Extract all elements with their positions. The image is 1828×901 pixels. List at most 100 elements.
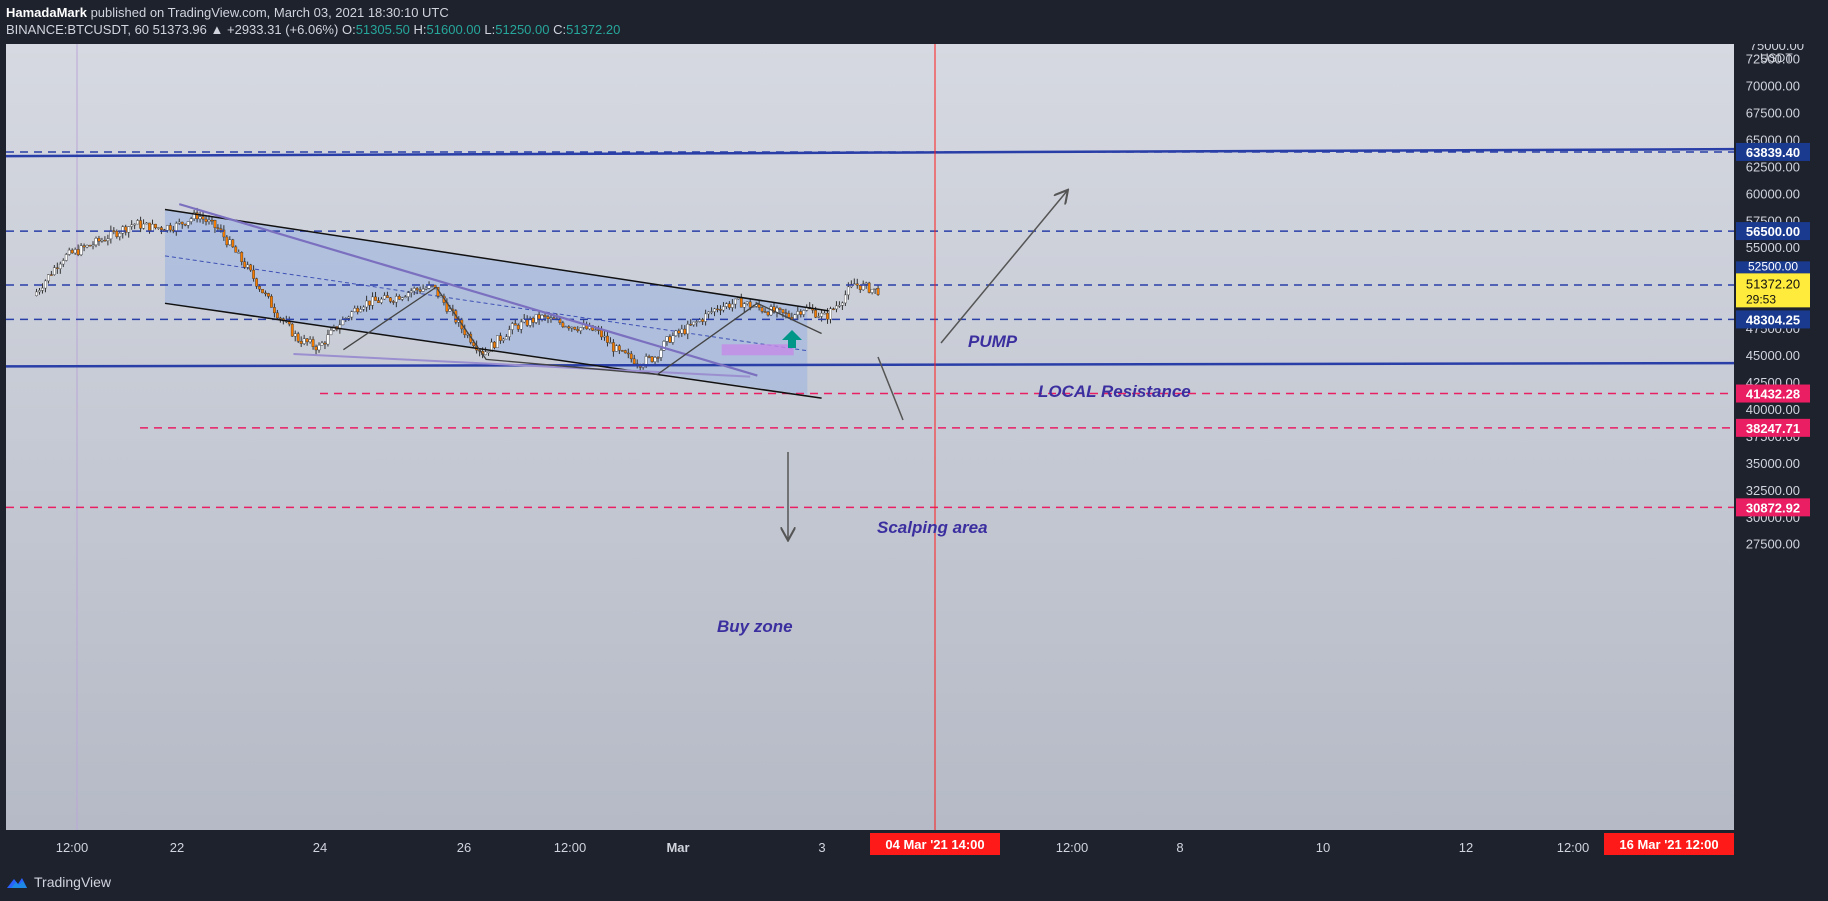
candle bbox=[766, 311, 770, 316]
candle bbox=[397, 296, 401, 300]
candle bbox=[683, 328, 687, 335]
candle bbox=[139, 220, 142, 229]
candle bbox=[561, 322, 565, 327]
support-line[interactable] bbox=[5, 361, 1735, 368]
publish-info: published on TradingView.com, March 03, … bbox=[90, 5, 449, 20]
current-price-tag[interactable] bbox=[1736, 273, 1810, 308]
candle bbox=[573, 326, 577, 330]
candle bbox=[614, 345, 618, 352]
candle bbox=[103, 239, 107, 242]
chart-annotation[interactable]: Scalping area bbox=[877, 518, 988, 537]
price-axis[interactable] bbox=[1734, 44, 1828, 830]
author-name[interactable]: HamadaMark bbox=[6, 5, 87, 20]
candle bbox=[293, 333, 297, 337]
candle bbox=[513, 323, 517, 326]
candle bbox=[490, 341, 493, 353]
price-tag[interactable] bbox=[1736, 498, 1810, 517]
candle bbox=[249, 264, 253, 271]
candle bbox=[692, 321, 696, 326]
candle bbox=[183, 223, 187, 226]
x-tick-label: 10 bbox=[1316, 840, 1330, 855]
y-tick-label: 45000.00 bbox=[1746, 348, 1800, 363]
current-price-label: 51372.20 bbox=[1746, 276, 1800, 291]
y-tick-label: 60000.00 bbox=[1746, 186, 1800, 201]
candle bbox=[273, 307, 276, 314]
candle bbox=[748, 301, 752, 308]
pump-arrow[interactable] bbox=[940, 191, 1067, 344]
tradingview-brand[interactable]: TradingView bbox=[34, 874, 112, 890]
y-tick-label: 35000.00 bbox=[1746, 456, 1800, 471]
price-tag[interactable] bbox=[1736, 222, 1810, 241]
channel-bottom-line[interactable] bbox=[164, 302, 822, 399]
candle bbox=[781, 309, 785, 313]
candle bbox=[835, 305, 838, 310]
chart-annotation[interactable]: PUMP bbox=[968, 332, 1018, 351]
candle bbox=[180, 221, 184, 225]
candle bbox=[772, 306, 776, 313]
candle bbox=[864, 282, 868, 285]
time-tag[interactable] bbox=[1604, 833, 1734, 855]
price-tag[interactable] bbox=[1736, 310, 1810, 329]
candle bbox=[448, 308, 452, 312]
price-chart[interactable]: PUMP LOCAL Resistance Scalping area Buy zon… bbox=[0, 44, 1828, 864]
candle bbox=[421, 288, 425, 292]
candle bbox=[311, 339, 315, 347]
candle bbox=[817, 316, 821, 318]
candle bbox=[61, 260, 65, 265]
footer-bar: TradingView bbox=[0, 864, 1828, 901]
candle bbox=[157, 227, 160, 229]
candle bbox=[644, 356, 648, 366]
low-label: L: bbox=[484, 22, 496, 37]
candle bbox=[510, 323, 514, 330]
hidden-level-label: 52500.00 bbox=[1748, 259, 1798, 273]
candle bbox=[97, 238, 101, 242]
candle bbox=[846, 286, 850, 296]
candle bbox=[76, 249, 80, 256]
candle bbox=[267, 293, 270, 297]
candle bbox=[160, 227, 163, 230]
trendline-purple-low[interactable] bbox=[293, 352, 751, 378]
price-tag[interactable] bbox=[1736, 142, 1810, 161]
drop-projection-line[interactable] bbox=[877, 356, 904, 421]
price-tag[interactable] bbox=[1736, 418, 1810, 437]
x-tick-label: 22 bbox=[170, 840, 184, 855]
regression-channel-fill bbox=[164, 209, 808, 395]
candle bbox=[623, 350, 627, 354]
tradingview-logo-icon[interactable] bbox=[6, 873, 28, 891]
price-tag-label: 41432.28 bbox=[1746, 387, 1800, 402]
hidden-level-tag bbox=[1736, 261, 1810, 274]
up-arrow-icon[interactable] bbox=[782, 330, 802, 348]
time-tag[interactable] bbox=[870, 833, 1000, 855]
candle bbox=[234, 246, 238, 253]
candle bbox=[317, 344, 321, 351]
price-tag-label: 48304.25 bbox=[1746, 312, 1800, 327]
candle bbox=[415, 288, 419, 291]
candle bbox=[832, 308, 835, 310]
candle bbox=[487, 351, 490, 354]
candle bbox=[237, 252, 241, 254]
candle bbox=[168, 225, 172, 231]
trendline-purple[interactable] bbox=[178, 203, 758, 377]
candle bbox=[243, 261, 247, 268]
channel-top-line[interactable] bbox=[164, 208, 829, 312]
candle bbox=[391, 301, 395, 303]
chart-annotation[interactable]: Buy zone bbox=[717, 617, 793, 636]
candle bbox=[347, 316, 351, 319]
chart-annotation[interactable]: LOCAL Resistance bbox=[1038, 382, 1191, 401]
candle bbox=[154, 223, 157, 229]
candle bbox=[727, 303, 731, 308]
x-tick-label: 26 bbox=[457, 840, 471, 855]
candle bbox=[784, 312, 788, 314]
open-value: 51305.50 bbox=[355, 22, 410, 37]
candle bbox=[567, 326, 571, 329]
candle bbox=[374, 296, 377, 301]
candle bbox=[680, 328, 684, 334]
candle bbox=[58, 263, 62, 269]
candle bbox=[38, 290, 41, 293]
resistance-line[interactable] bbox=[5, 147, 1735, 158]
zigzag-pattern[interactable] bbox=[343, 286, 822, 376]
candle bbox=[600, 329, 603, 338]
candle bbox=[409, 290, 413, 293]
candle bbox=[106, 238, 110, 241]
price-tag[interactable] bbox=[1736, 384, 1810, 403]
